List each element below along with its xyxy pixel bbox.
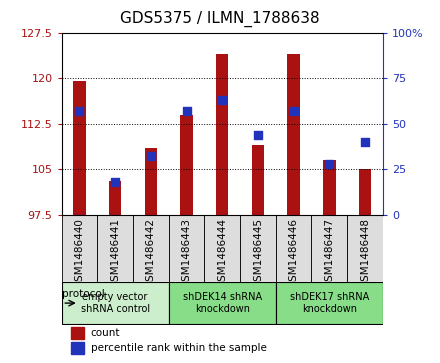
Bar bbox=[133, 215, 169, 282]
Text: GSM1486444: GSM1486444 bbox=[217, 218, 227, 288]
Text: GSM1486447: GSM1486447 bbox=[324, 218, 334, 288]
Text: GSM1486441: GSM1486441 bbox=[110, 218, 120, 288]
Text: GSM1486445: GSM1486445 bbox=[253, 218, 263, 288]
Text: GSM1486443: GSM1486443 bbox=[182, 218, 191, 288]
Bar bbox=[180, 114, 193, 215]
Bar bbox=[97, 215, 133, 282]
Bar bbox=[276, 282, 383, 324]
Bar bbox=[276, 215, 312, 282]
Text: empty vector
shRNA control: empty vector shRNA control bbox=[81, 292, 150, 314]
Bar bbox=[71, 342, 84, 354]
Bar bbox=[62, 215, 97, 282]
Point bbox=[361, 139, 368, 145]
Point bbox=[183, 108, 190, 114]
Bar bbox=[240, 215, 276, 282]
Bar bbox=[73, 81, 86, 215]
Bar bbox=[216, 54, 228, 215]
Text: shDEK17 shRNA
knockdown: shDEK17 shRNA knockdown bbox=[290, 292, 369, 314]
Text: protocol: protocol bbox=[62, 289, 105, 299]
Point bbox=[290, 108, 297, 114]
Bar bbox=[312, 215, 347, 282]
Bar bbox=[323, 160, 336, 215]
Point bbox=[112, 179, 119, 185]
Point bbox=[254, 132, 261, 138]
Bar bbox=[359, 169, 371, 215]
Point bbox=[76, 108, 83, 114]
Bar bbox=[169, 215, 204, 282]
Point bbox=[147, 154, 154, 159]
Bar bbox=[252, 145, 264, 215]
Text: GDS5375 / ILMN_1788638: GDS5375 / ILMN_1788638 bbox=[120, 11, 320, 27]
Bar bbox=[347, 215, 383, 282]
Bar bbox=[204, 215, 240, 282]
Point bbox=[219, 97, 226, 103]
Text: GSM1486448: GSM1486448 bbox=[360, 218, 370, 288]
Bar bbox=[287, 54, 300, 215]
Bar bbox=[109, 181, 121, 215]
Point bbox=[326, 161, 333, 167]
Bar bbox=[169, 282, 276, 324]
Text: GSM1486442: GSM1486442 bbox=[146, 218, 156, 288]
Text: GSM1486440: GSM1486440 bbox=[74, 218, 84, 288]
Bar bbox=[145, 148, 157, 215]
Text: GSM1486446: GSM1486446 bbox=[289, 218, 299, 288]
Bar bbox=[71, 327, 84, 339]
Text: percentile rank within the sample: percentile rank within the sample bbox=[91, 343, 266, 353]
Text: count: count bbox=[91, 328, 120, 338]
Bar bbox=[62, 282, 169, 324]
Text: shDEK14 shRNA
knockdown: shDEK14 shRNA knockdown bbox=[183, 292, 262, 314]
